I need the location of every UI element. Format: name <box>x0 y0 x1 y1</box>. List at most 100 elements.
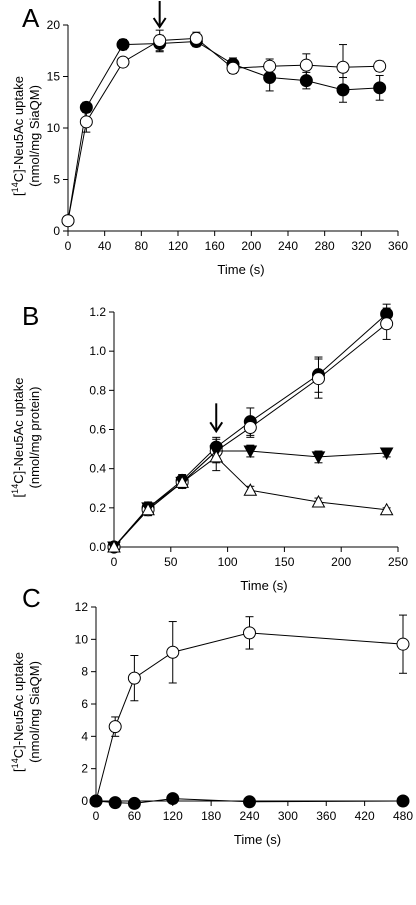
series-4 <box>107 442 394 553</box>
y-axis-label-line2: (nmol/mg protein) <box>27 387 42 489</box>
y-label-bracket: [ <box>11 192 26 196</box>
data-point <box>108 796 122 810</box>
y-label-superscript: 14 <box>10 182 20 192</box>
y-axis-label-line2: (nmol/mg SiaQM) <box>27 85 42 187</box>
series-line <box>95 632 404 802</box>
data-point <box>107 539 121 553</box>
x-tick-label: 280 <box>315 239 335 253</box>
data-point <box>396 794 410 808</box>
x-tick-label: 360 <box>388 239 408 253</box>
x-tick-label: 120 <box>168 239 188 253</box>
data-point <box>189 31 203 45</box>
x-tick-label: 0 <box>111 555 118 569</box>
data-point <box>108 720 122 734</box>
x-tick-label: 200 <box>331 555 351 569</box>
x-tick-label: 100 <box>218 555 238 569</box>
data-point <box>209 449 224 463</box>
y-label-line1: -Neu5Ac uptake <box>11 76 26 169</box>
data-point <box>79 115 93 129</box>
series-line <box>113 450 387 548</box>
data-point <box>243 445 258 459</box>
y-tick-label: 0 <box>81 794 88 808</box>
y-axis-label: [14C]-Neu5Ac uptake <box>10 378 26 498</box>
y-tick-label: 4 <box>81 729 88 743</box>
x-tick-label: 250 <box>388 555 408 569</box>
y-tick-label: 0 <box>53 224 60 238</box>
x-tick-label: 240 <box>239 809 259 823</box>
data-point <box>116 55 130 69</box>
y-axis-label: [14C]-Neu5Ac uptake <box>10 652 26 772</box>
x-tick-label: 50 <box>164 555 178 569</box>
y-label-element: C] <box>11 169 26 182</box>
data-point <box>61 214 75 228</box>
x-tick-label: 120 <box>163 809 183 823</box>
data-point <box>166 645 180 659</box>
x-tick-label: 80 <box>135 239 149 253</box>
series-1 <box>61 34 387 228</box>
series-3 <box>107 442 394 555</box>
y-tick-label: 10 <box>75 632 89 646</box>
y-axis-label-line2: (nmol/mg SiaQM) <box>27 661 42 763</box>
x-tick-label: 240 <box>278 239 298 253</box>
x-tick-label: 0 <box>93 809 100 823</box>
data-point <box>396 637 410 651</box>
y-tick-label: 0.2 <box>89 501 106 515</box>
series-2 <box>107 307 394 554</box>
data-point <box>373 59 387 73</box>
x-tick-label: 180 <box>201 809 221 823</box>
panel-letter: C <box>22 583 41 613</box>
x-axis-label: Time (s) <box>234 832 281 847</box>
data-point <box>379 447 394 461</box>
data-point <box>373 81 387 95</box>
y-tick-label: 0.6 <box>89 423 106 437</box>
data-point <box>175 475 190 488</box>
x-tick-label: 360 <box>316 809 336 823</box>
arrow-head <box>209 421 224 434</box>
y-tick-label: 15 <box>47 70 61 84</box>
y-label-superscript: 14 <box>10 484 20 494</box>
y-tick-label: 0.8 <box>89 383 106 397</box>
y-tick-label: 10 <box>47 121 61 135</box>
x-tick-label: 480 <box>393 809 413 823</box>
x-tick-label: 320 <box>351 239 371 253</box>
y-label-element: C] <box>11 471 26 484</box>
data-point <box>379 502 394 516</box>
x-tick-label: 0 <box>65 239 72 253</box>
data-point <box>116 38 130 52</box>
y-tick-label: 20 <box>47 18 61 32</box>
y-tick-label: 8 <box>81 665 88 679</box>
x-axis-label: Time (s) <box>217 262 264 277</box>
data-point <box>311 494 326 508</box>
x-tick-label: 420 <box>355 809 375 823</box>
series-line <box>67 37 380 221</box>
data-point <box>243 795 256 809</box>
x-tick-label: 160 <box>205 239 225 253</box>
y-tick-label: 0.0 <box>89 540 106 554</box>
data-point <box>380 317 394 331</box>
x-tick-label: 60 <box>128 809 142 823</box>
y-label-bracket: [ <box>11 768 26 772</box>
y-tick-label: 12 <box>75 600 89 614</box>
data-point <box>89 794 103 808</box>
data-point <box>127 671 141 685</box>
y-axis-label: [14C]-Neu5Ac uptake <box>10 76 26 196</box>
data-point <box>243 421 257 435</box>
y-tick-label: 0.4 <box>89 462 106 476</box>
y-tick-label: 1.0 <box>89 344 106 358</box>
x-axis-label: Time (s) <box>240 578 287 593</box>
panel-letter: A <box>22 3 40 33</box>
y-tick-label: 6 <box>81 697 88 711</box>
y-tick-label: 5 <box>53 173 60 187</box>
y-tick-label: 1.2 <box>89 305 106 319</box>
data-point <box>226 61 240 75</box>
y-label-line1: -Neu5Ac uptake <box>11 652 26 745</box>
arrow-head <box>152 17 167 29</box>
series-line <box>67 40 380 221</box>
data-point <box>263 59 277 73</box>
data-point <box>166 792 180 806</box>
data-point <box>243 483 258 496</box>
x-tick-label: 150 <box>274 555 294 569</box>
data-point <box>153 33 167 47</box>
data-point <box>311 451 326 464</box>
